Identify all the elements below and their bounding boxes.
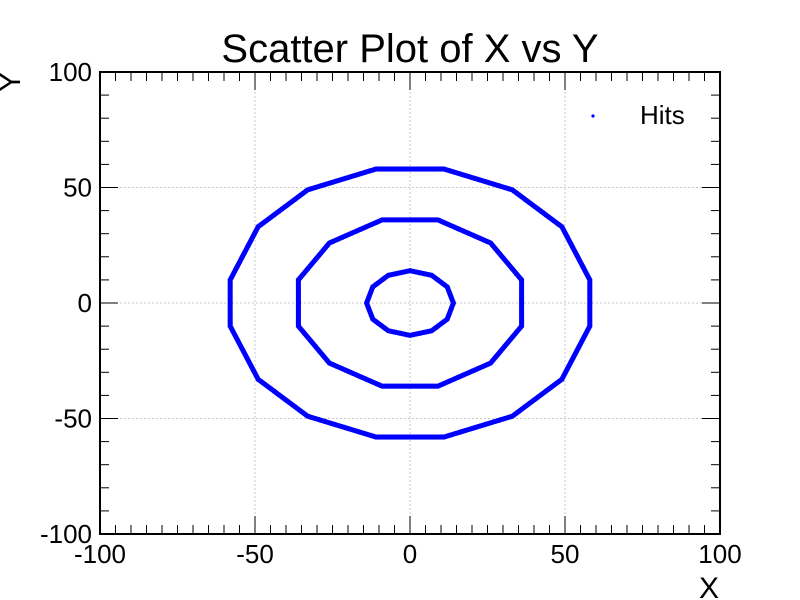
x-tick-label: -100 bbox=[74, 539, 126, 569]
chart-title: Scatter Plot of X vs Y bbox=[221, 27, 598, 71]
x-tick-label: 50 bbox=[551, 539, 580, 569]
data-point bbox=[295, 279, 301, 285]
y-tick-label: -100 bbox=[40, 519, 92, 549]
x-tick-label: 100 bbox=[698, 539, 741, 569]
legend: Hits bbox=[591, 100, 685, 130]
data-point bbox=[227, 279, 233, 285]
data-ring bbox=[295, 217, 525, 389]
y-tick-label: 100 bbox=[49, 57, 92, 87]
y-tick-label: -50 bbox=[54, 404, 92, 434]
axis-ticks bbox=[100, 72, 720, 534]
grid-lines bbox=[100, 72, 720, 534]
legend-marker bbox=[591, 114, 595, 118]
data-ring bbox=[227, 166, 593, 440]
x-tick-label: -50 bbox=[236, 539, 274, 569]
data-point bbox=[364, 302, 370, 308]
tick-labels: -100 -50 0 50 100 -100 -50 0 50 100 bbox=[40, 57, 742, 569]
legend-label: Hits bbox=[640, 100, 685, 130]
y-axis-title: Y bbox=[0, 72, 27, 92]
y-tick-label: 50 bbox=[63, 173, 92, 203]
data-layer bbox=[227, 166, 593, 440]
x-axis-title: X bbox=[699, 572, 719, 600]
data-ring bbox=[364, 268, 456, 338]
x-tick-label: 0 bbox=[403, 539, 417, 569]
y-tick-label: 0 bbox=[78, 288, 92, 318]
